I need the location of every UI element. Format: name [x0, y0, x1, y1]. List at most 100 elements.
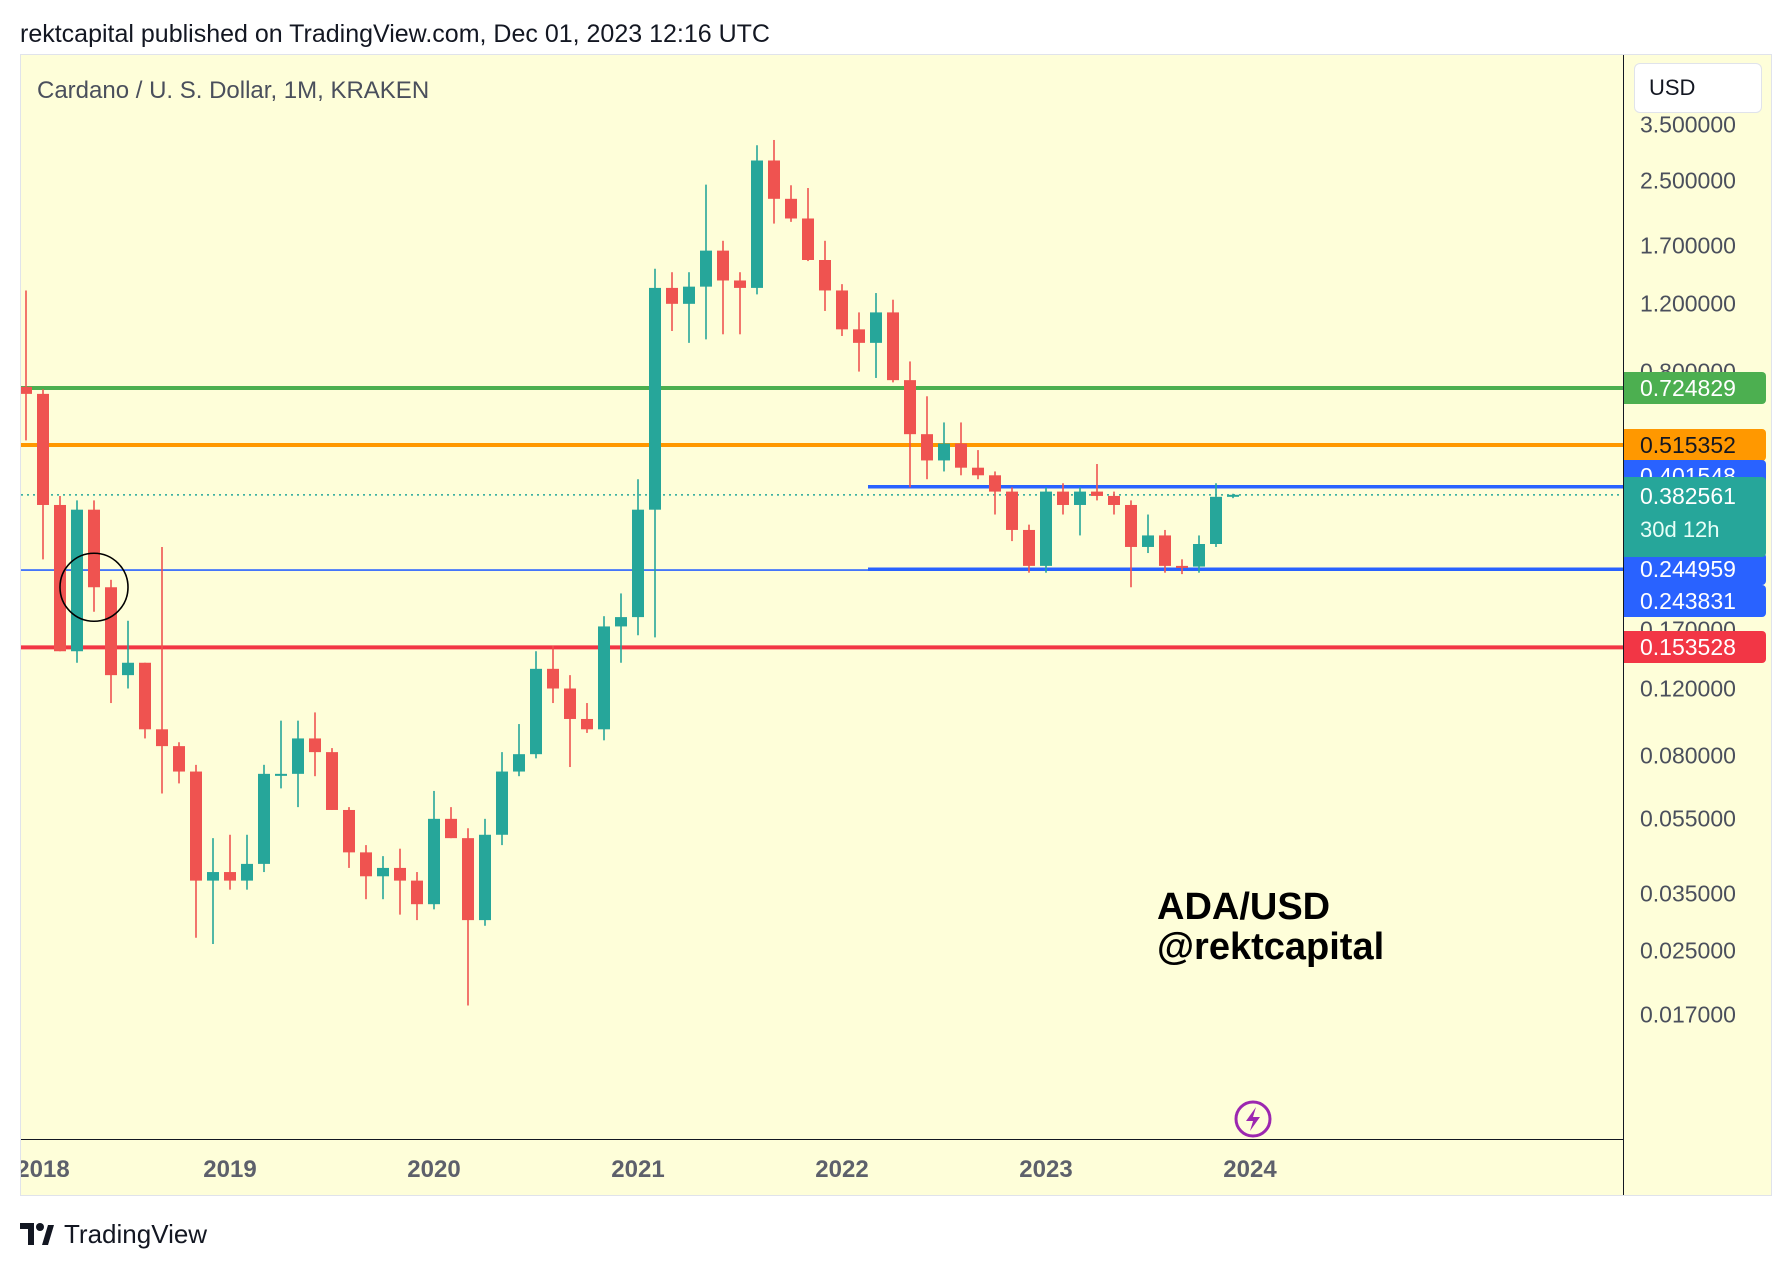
candles-layer	[21, 139, 1239, 1006]
candle-2019-05	[292, 720, 304, 808]
candle-2022-12	[1023, 524, 1035, 573]
candle-2022-11	[1006, 487, 1018, 542]
price-tag-3: 0.244959	[1624, 553, 1766, 586]
candle-2018-02	[37, 389, 49, 560]
year-label-2018: 2018	[20, 1156, 70, 1183]
watermark-text: ADA/USD @rektcapital	[1157, 887, 1384, 967]
candle-2019-09	[360, 845, 372, 900]
candle-2018-04	[71, 500, 83, 663]
price-tag-1: 0.515352	[1624, 429, 1766, 462]
candle-2019-06	[309, 712, 321, 777]
candle-2023-07	[1142, 514, 1154, 554]
candle-2018-03	[54, 495, 66, 652]
candle-2023-05	[1108, 491, 1120, 515]
symbol-title[interactable]: Cardano / U. S. Dollar, 1M, KRAKEN	[37, 77, 430, 104]
watermark-line-1: ADA/USD	[1157, 886, 1331, 928]
candle-2019-12	[411, 872, 423, 921]
year-label-2024: 2024	[1223, 1156, 1277, 1183]
candle-2020-11	[598, 616, 610, 741]
candle-2021-07	[734, 272, 746, 335]
year-label-2021: 2021	[611, 1156, 665, 1183]
candle-2021-09	[768, 139, 780, 224]
candle-2023-10	[1193, 535, 1205, 573]
candle-2018-12	[207, 838, 219, 945]
price-tick-label: 1.200000	[1640, 290, 1736, 317]
candle-2021-05	[700, 184, 712, 340]
chart-frame: Cardano / U. S. Dollar, 1M, KRAKEN ADA/U…	[20, 54, 1772, 1196]
candle-2022-05	[904, 361, 916, 488]
price-tick-label: 0.055000	[1640, 805, 1736, 832]
footer-brand: TradingView	[64, 1218, 208, 1249]
candle-2022-02	[853, 312, 865, 372]
candle-2020-06	[513, 724, 525, 777]
candle-2020-08	[547, 645, 559, 704]
price-scale[interactable]: USD 3.5000002.5000001.7000001.2000000.80…	[1623, 55, 1771, 1195]
candle-2023-04	[1091, 464, 1103, 501]
candle-2019-08	[343, 807, 355, 868]
candle-2018-05	[88, 500, 100, 612]
price-tick-label: 0.080000	[1640, 742, 1736, 769]
year-label-2020: 2020	[407, 1156, 461, 1183]
candle-2018-01	[21, 290, 32, 441]
candle-2020-10	[581, 703, 593, 733]
price-tick-label: 0.025000	[1640, 937, 1736, 964]
candle-2021-01	[632, 479, 644, 636]
lightning-logo-icon	[1234, 1100, 1272, 1138]
candle-2018-11	[190, 764, 202, 938]
footer: TradingView	[20, 1218, 207, 1250]
candle-2022-07	[938, 422, 950, 472]
current-price-value: 0.382561	[1640, 482, 1736, 509]
candle-2022-10	[989, 471, 1001, 515]
candle-2023-08	[1159, 529, 1171, 573]
candle-2018-07	[122, 620, 134, 689]
candle-2018-06	[105, 579, 117, 704]
current-price-tag: 0.382561 30d 12h	[1624, 476, 1766, 557]
candle-2018-10	[173, 742, 185, 784]
candle-2021-12	[819, 240, 831, 311]
year-label-2019: 2019	[203, 1156, 257, 1183]
candle-2019-11	[394, 848, 406, 915]
candle-2023-06	[1125, 500, 1137, 588]
candle-2020-02	[445, 807, 457, 839]
candle-2021-11	[802, 188, 814, 262]
price-tick-label: 0.120000	[1640, 675, 1736, 701]
watermark-line-2: @rektcapital	[1157, 926, 1385, 968]
candle-2022-09	[972, 450, 984, 480]
annotation-layer	[59, 552, 129, 623]
candle-2023-09	[1176, 559, 1188, 575]
candle-2022-04	[887, 299, 899, 383]
price-tick-label: 1.700000	[1640, 232, 1736, 259]
candle-2023-01	[1040, 487, 1052, 573]
price-tag-4: 0.243831	[1624, 585, 1766, 618]
candle-2019-02	[241, 834, 253, 890]
candle-countdown: 30d 12h	[1640, 516, 1720, 542]
candle-2020-05	[496, 752, 508, 846]
time-axis[interactable]: 2018 2019 2020 2021 2022 2023 2024	[20, 1139, 1623, 1195]
candle-2018-08	[139, 662, 151, 739]
price-tag-5: 0.153528	[1624, 631, 1766, 664]
levels-layer	[21, 386, 1623, 650]
candle-2018-09	[156, 546, 168, 794]
candle-2019-01	[224, 834, 236, 890]
candle-2019-10	[377, 856, 389, 900]
candle-2022-01	[836, 284, 848, 336]
candle-2021-06	[717, 240, 729, 335]
candle-2023-11	[1210, 483, 1222, 547]
candle-2020-03	[462, 828, 474, 1006]
year-label-2023: 2023	[1019, 1156, 1073, 1183]
candle-2021-03	[666, 272, 678, 331]
candle-2019-04	[275, 720, 287, 789]
candle-2019-07	[326, 748, 338, 810]
plot-area[interactable]: Cardano / U. S. Dollar, 1M, KRAKEN ADA/U…	[21, 55, 1623, 1139]
candle-2021-04	[683, 272, 695, 343]
price-tick-label: 2.500000	[1640, 167, 1736, 194]
year-label-2022: 2022	[815, 1156, 869, 1183]
price-tick-label: 0.017000	[1640, 1001, 1736, 1028]
candle-2022-08	[955, 422, 967, 476]
candle-2022-06	[921, 396, 933, 480]
price-tick-label: 0.035000	[1640, 880, 1736, 907]
currency-selector[interactable]: USD	[1634, 63, 1762, 113]
candle-2020-04	[479, 818, 491, 926]
candle-2023-02	[1057, 483, 1069, 515]
price-tag-0: 0.724829	[1624, 372, 1766, 405]
